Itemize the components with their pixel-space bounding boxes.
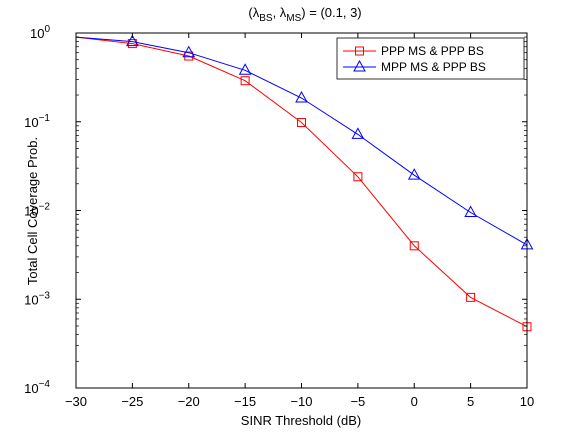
x-tick-label: −25	[121, 394, 143, 409]
legend-label: PPP MS & PPP BS	[381, 44, 484, 58]
x-axis-label: SINR Threshold (dB)	[241, 413, 361, 428]
x-tick-label: 10	[520, 394, 534, 409]
series-line-2	[75, 36, 528, 246]
data-point-triangle	[407, 168, 421, 180]
legend-box	[336, 37, 525, 80]
x-tick-label: 0	[411, 394, 418, 409]
y-axis-label: Total Cell Coverage Prob.	[25, 137, 40, 285]
legend-marker	[353, 59, 366, 72]
x-tick-label: −10	[290, 394, 312, 409]
data-point-square	[297, 118, 306, 128]
x-tick-label: 5	[467, 394, 474, 409]
y-tick-label: 10−4	[24, 379, 50, 396]
legend-label: MPP MS & PPP BS	[381, 60, 486, 74]
data-point-triangle	[126, 34, 139, 47]
x-tick-label: −15	[234, 394, 256, 409]
series-layer	[75, 34, 534, 332]
data-point-triangle	[464, 205, 477, 217]
ticks-layer	[75, 32, 528, 389]
legend: PPP MS & PPP BS MPP MS & PPP BS	[336, 37, 525, 80]
data-point-triangle	[351, 127, 365, 139]
x-tick-label: −5	[350, 394, 365, 409]
y-tick-label: 10−2	[24, 202, 50, 219]
legend-marker	[355, 46, 364, 56]
x-tick-label: −30	[65, 394, 87, 409]
y-tick-label: 100	[30, 24, 50, 41]
data-point-square	[184, 51, 194, 61]
series-line-1	[75, 36, 528, 328]
data-point-triangle	[238, 63, 252, 75]
x-tick-labels: −30 −25 −20 −15 −10 −5 0 5 10	[65, 394, 534, 409]
x-tick-label: −20	[178, 394, 200, 409]
data-point-triangle	[182, 45, 196, 58]
data-point-triangle	[295, 91, 308, 103]
y-tick-label: 10−3	[24, 290, 50, 307]
data-point-square	[466, 292, 476, 302]
data-point-square	[353, 172, 363, 182]
y-tick-label: 10−1	[24, 113, 50, 130]
y-tick-labels: 100 10−1 10−2 10−3 10−4	[24, 24, 50, 396]
data-point-square	[240, 76, 250, 86]
chart-title: (λBS, λMS) = (0.1, 3)	[248, 5, 361, 24]
plot-frame	[75, 32, 528, 389]
data-point-square	[409, 241, 419, 251]
